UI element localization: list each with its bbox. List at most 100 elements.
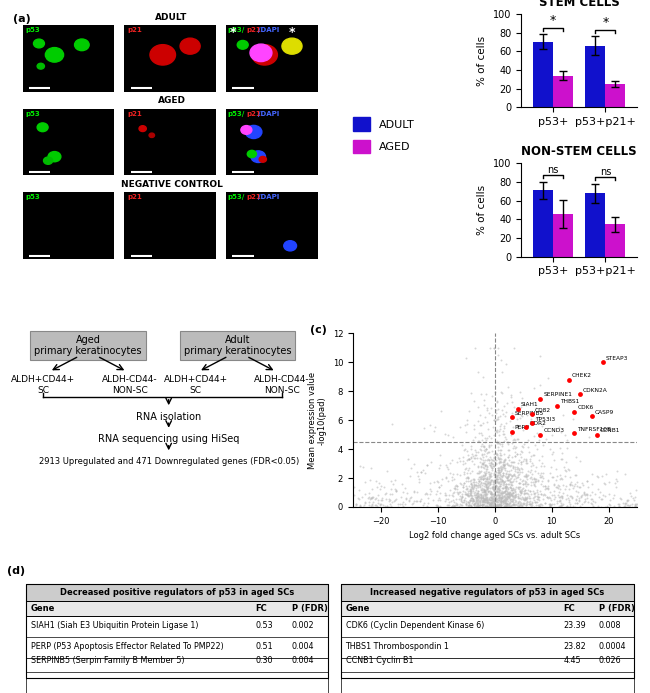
Point bbox=[508, 487, 519, 498]
Text: NEGATIVE CONTROL: NEGATIVE CONTROL bbox=[121, 180, 222, 189]
Point bbox=[492, 449, 502, 460]
Point bbox=[533, 499, 543, 510]
Point bbox=[489, 492, 499, 503]
Point bbox=[551, 464, 562, 475]
Point bbox=[525, 498, 536, 509]
Point bbox=[375, 484, 385, 495]
Point bbox=[484, 479, 495, 490]
Point bbox=[499, 501, 510, 512]
Point bbox=[465, 494, 475, 505]
Point bbox=[469, 499, 479, 510]
Point bbox=[476, 440, 486, 451]
Point bbox=[501, 484, 512, 495]
Point bbox=[358, 501, 368, 512]
Point bbox=[537, 457, 547, 468]
Point bbox=[489, 495, 499, 507]
Point bbox=[500, 498, 511, 509]
Point bbox=[553, 480, 564, 491]
Point bbox=[458, 467, 469, 478]
Point bbox=[447, 489, 457, 500]
Point bbox=[484, 471, 495, 482]
Point bbox=[509, 468, 519, 479]
Point bbox=[524, 499, 534, 510]
Point bbox=[494, 465, 504, 476]
Point bbox=[502, 489, 512, 500]
Point bbox=[462, 353, 472, 364]
Point bbox=[540, 489, 550, 500]
Point bbox=[520, 491, 530, 502]
Point bbox=[486, 491, 497, 502]
Point bbox=[485, 498, 495, 509]
Point bbox=[499, 494, 510, 505]
Text: *: * bbox=[289, 26, 295, 40]
Point bbox=[493, 403, 504, 414]
Point bbox=[560, 465, 571, 476]
Point bbox=[543, 499, 554, 510]
Point bbox=[478, 477, 489, 489]
Point bbox=[492, 397, 502, 408]
Point bbox=[507, 471, 517, 482]
Point bbox=[506, 459, 517, 471]
Text: STEAP3: STEAP3 bbox=[606, 356, 628, 361]
Point bbox=[482, 464, 492, 475]
Point bbox=[506, 484, 516, 495]
Point bbox=[406, 492, 416, 503]
Point bbox=[514, 489, 524, 500]
Bar bbox=[124, 193, 216, 259]
Point bbox=[494, 437, 504, 448]
Point bbox=[500, 494, 511, 505]
Point bbox=[501, 484, 512, 495]
Point bbox=[596, 501, 606, 512]
Point bbox=[482, 461, 492, 472]
Point bbox=[479, 484, 489, 495]
Point bbox=[540, 461, 550, 472]
Point bbox=[497, 483, 507, 494]
Point bbox=[498, 428, 508, 439]
Point bbox=[354, 493, 364, 505]
Point bbox=[498, 470, 508, 481]
Point bbox=[478, 417, 488, 428]
Point bbox=[493, 445, 504, 456]
Point bbox=[500, 495, 511, 507]
Point bbox=[463, 473, 473, 484]
Text: ALDH-CD44-
NON-SC: ALDH-CD44- NON-SC bbox=[102, 375, 158, 394]
Point bbox=[564, 494, 575, 505]
Point bbox=[480, 473, 491, 484]
Point bbox=[503, 451, 514, 462]
Point bbox=[464, 489, 474, 500]
Point bbox=[510, 487, 520, 498]
Point bbox=[478, 491, 488, 502]
Point bbox=[522, 491, 532, 502]
Point bbox=[557, 473, 567, 484]
Point bbox=[529, 430, 539, 441]
Point bbox=[531, 403, 541, 414]
Point bbox=[432, 485, 442, 496]
Point bbox=[486, 432, 497, 444]
Point bbox=[597, 471, 607, 482]
Point bbox=[513, 500, 523, 511]
Point bbox=[558, 462, 569, 473]
Point bbox=[476, 454, 486, 465]
Point bbox=[538, 439, 548, 450]
Point bbox=[498, 497, 508, 508]
Point bbox=[504, 459, 514, 470]
Point bbox=[548, 447, 558, 458]
Point bbox=[450, 493, 461, 505]
Point bbox=[495, 495, 506, 507]
Point bbox=[481, 444, 491, 455]
Text: p53: p53 bbox=[25, 110, 40, 116]
Point bbox=[496, 444, 506, 455]
Point bbox=[495, 486, 506, 498]
Point bbox=[515, 477, 525, 488]
Point bbox=[476, 473, 486, 484]
Text: P (FDR): P (FDR) bbox=[292, 604, 328, 613]
Point bbox=[515, 493, 525, 504]
Point bbox=[466, 474, 476, 485]
Point bbox=[485, 468, 495, 480]
Point bbox=[517, 500, 527, 511]
Point bbox=[543, 481, 554, 492]
Point bbox=[487, 459, 497, 470]
Point bbox=[502, 491, 513, 502]
Point bbox=[499, 459, 509, 471]
Point bbox=[534, 501, 545, 512]
